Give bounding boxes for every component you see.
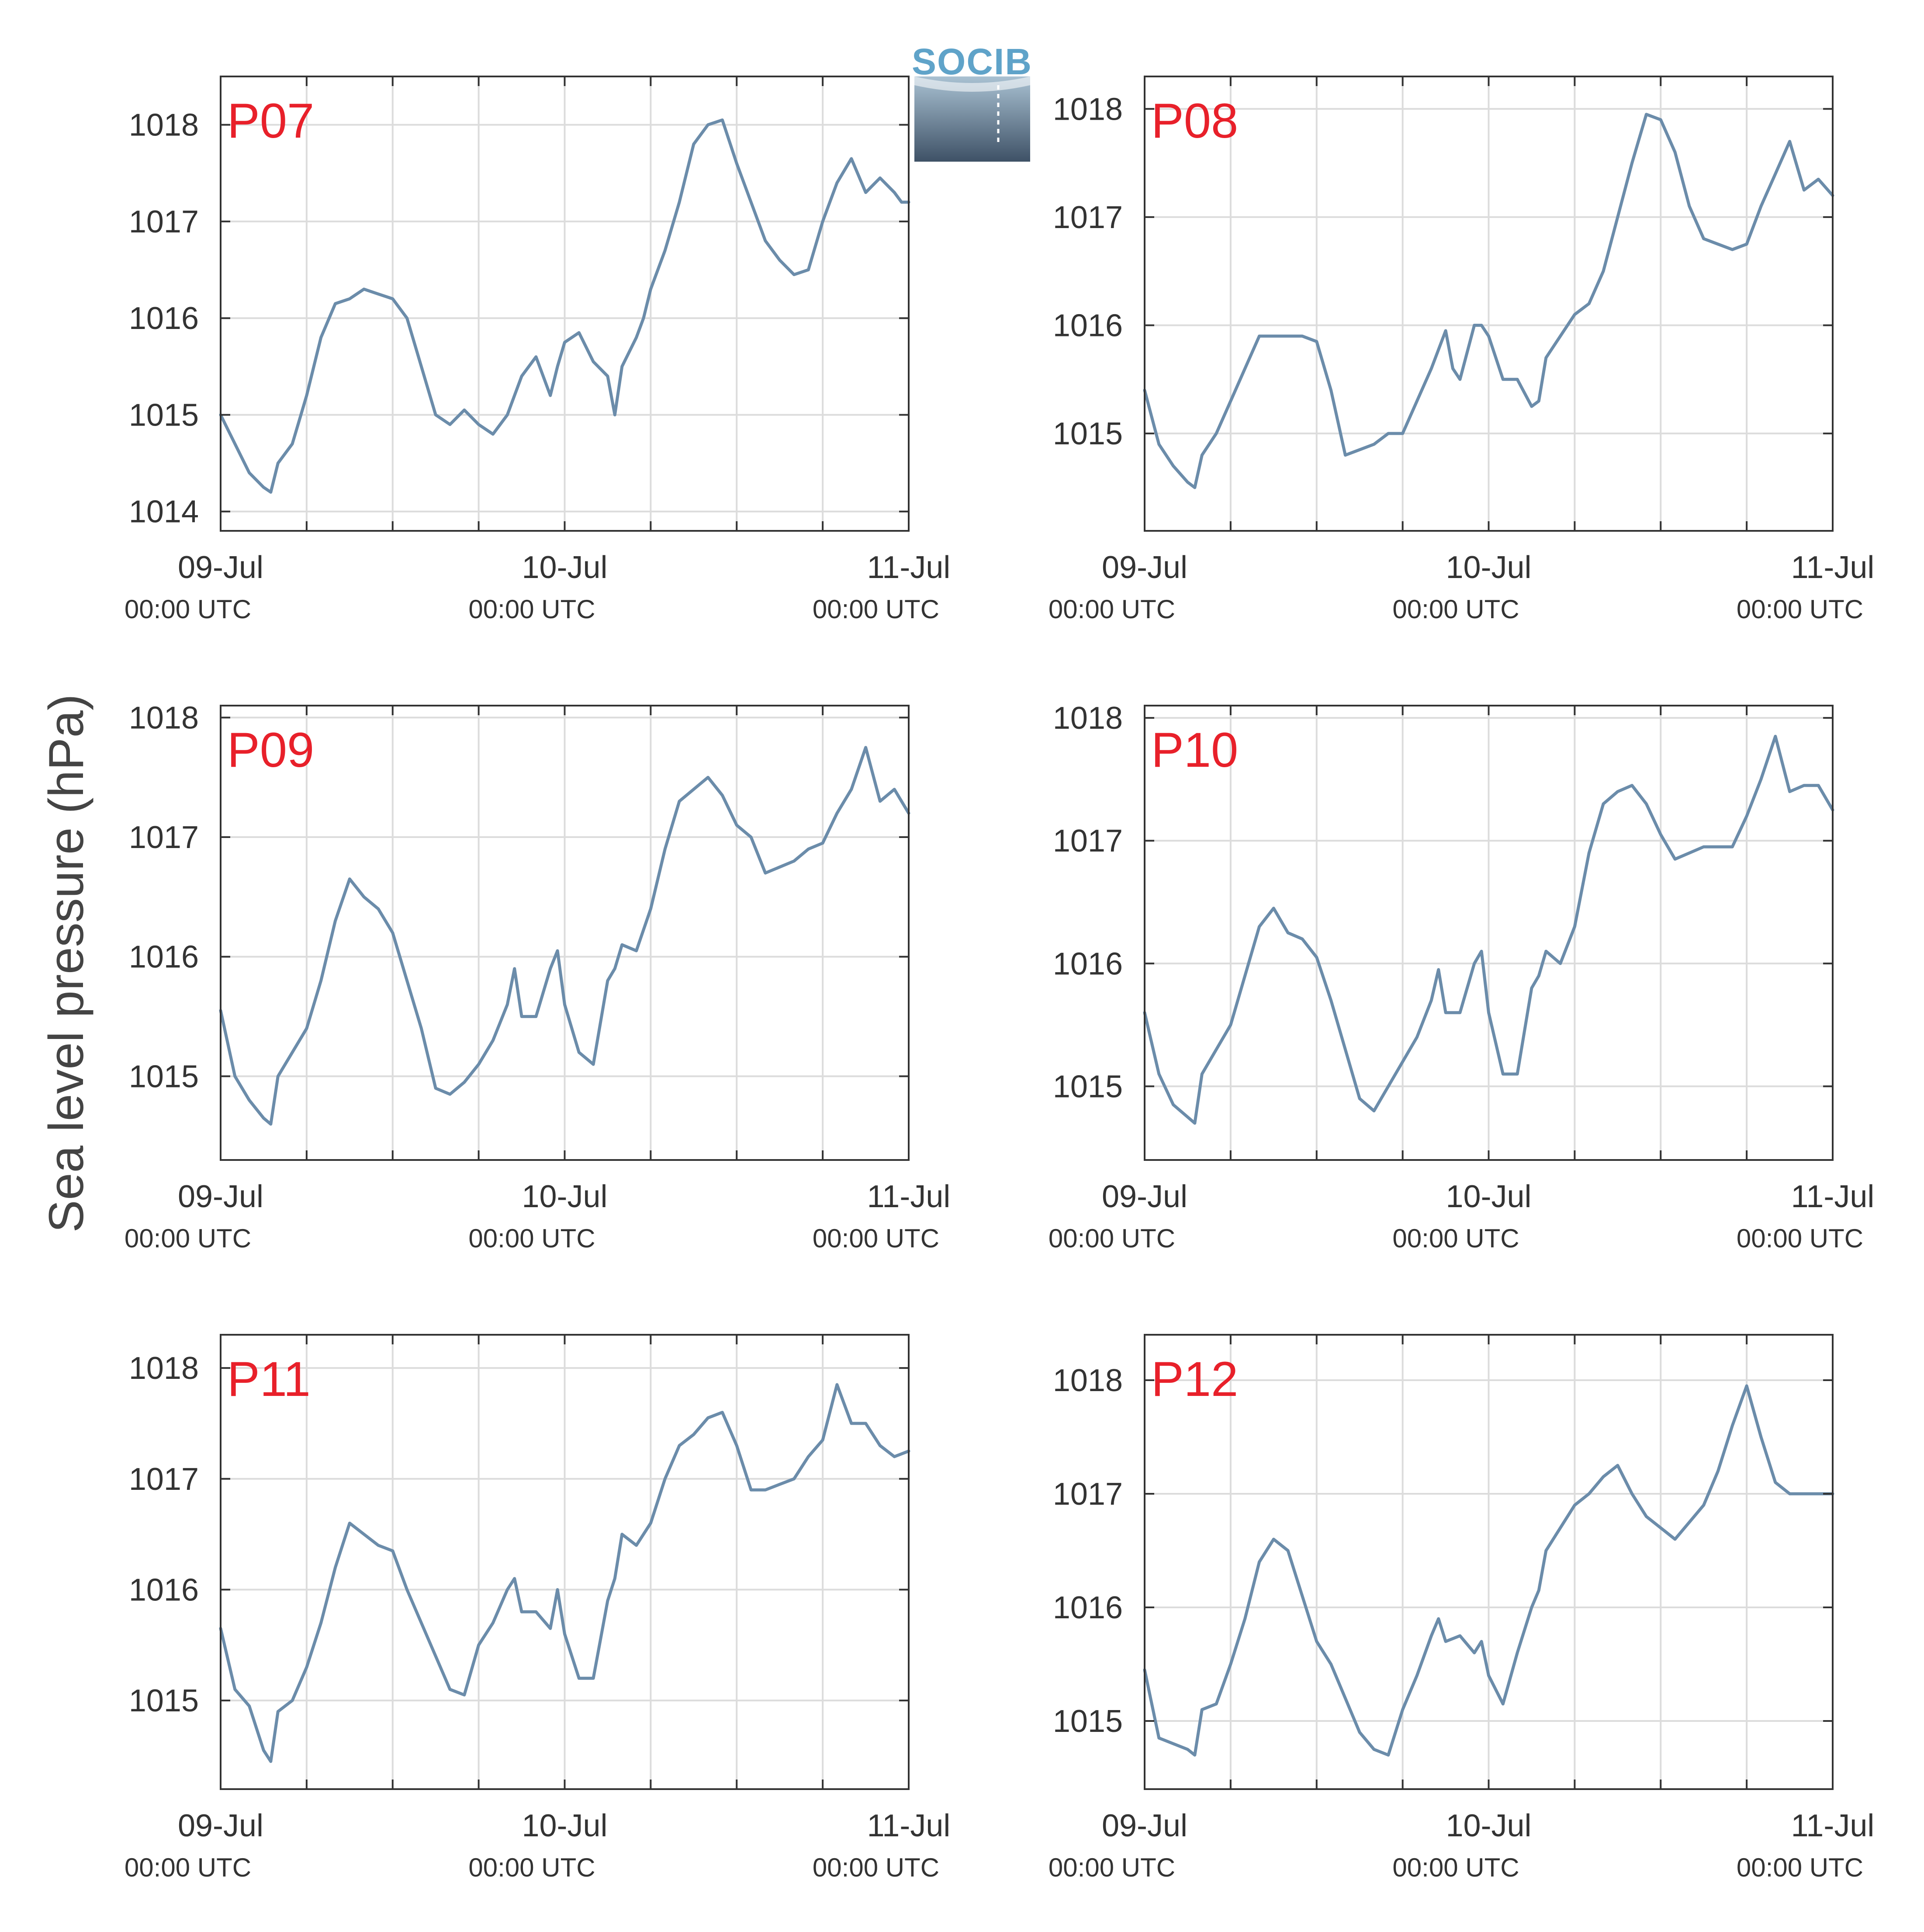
x-tick-label-time: 00:00 UTC (1737, 1224, 1863, 1253)
panel-label-p09: P09 (227, 723, 314, 777)
panel-p09: 1015 1016 1017 1018 09-Jul 00:00 UTC 10-Jul 00:… (125, 700, 950, 1253)
x-tick-label-date: 09-Jul (1102, 1179, 1187, 1214)
x-tick-label-time: 00:00 UTC (813, 1224, 939, 1253)
x-tick-label-date: 09-Jul (178, 1179, 263, 1214)
y-tick-label: 1017 (129, 820, 199, 855)
panel-label-p10: P10 (1151, 723, 1238, 777)
y-tick-label: 1017 (1053, 200, 1123, 235)
x-tick-label-date: 09-Jul (178, 550, 263, 585)
y-tick-label: 1016 (129, 301, 199, 336)
x-tick-label-time: 00:00 UTC (125, 1853, 251, 1882)
panels: 1014 1015 1016 1017 1018 09-Jul 00:00 UTC 10-Ju… (125, 76, 1874, 1882)
x-tick-label-time: 00:00 UTC (1392, 1224, 1519, 1253)
x-tick-label-time: 00:00 UTC (1049, 1853, 1175, 1882)
x-tick-label-date: 11-Jul (1791, 550, 1875, 585)
x-tick-label-time: 00:00 UTC (1392, 1853, 1519, 1882)
pressure-line-p11 (219, 1383, 910, 1763)
y-tick-label: 1015 (1053, 1069, 1123, 1104)
y-tick-label: 1018 (1053, 92, 1123, 127)
y-tick-label: 1016 (1053, 946, 1123, 981)
y-tick-label: 1015 (129, 1683, 199, 1718)
panel-label-p11: P11 (227, 1352, 311, 1406)
pressure-line-p12 (1143, 1384, 1834, 1757)
panel-p12: 1015 1016 1017 1018 09-Jul 00:00 UTC 10-Jul 00:… (1049, 1334, 1875, 1882)
y-tick-label: 1017 (1053, 1477, 1123, 1512)
x-tick-label-date: 11-Jul (867, 1808, 951, 1843)
x-tick-label-date: 10-Jul (1446, 550, 1531, 585)
x-tick-label-date: 09-Jul (1102, 1808, 1187, 1843)
x-tick-label-date: 09-Jul (1102, 550, 1187, 585)
x-tick-label-date: 11-Jul (867, 1179, 951, 1214)
pressure-line-p07 (219, 118, 910, 494)
x-tick-label-time: 00:00 UTC (125, 1224, 251, 1253)
y-tick-label: 1015 (129, 398, 199, 433)
y-tick-label: 1018 (1053, 701, 1123, 736)
y-tick-label: 1016 (1053, 308, 1123, 343)
y-tick-label: 1015 (1053, 416, 1123, 451)
pressure-line-p09 (219, 746, 910, 1126)
y-tick-label: 1015 (1053, 1704, 1123, 1739)
x-tick-label-time: 00:00 UTC (1737, 1853, 1863, 1882)
y-tick-label: 1017 (129, 204, 199, 239)
x-tick-label-time: 00:00 UTC (125, 595, 251, 624)
x-tick-label-date: 10-Jul (522, 550, 607, 585)
panel-label-p08: P08 (1151, 93, 1238, 148)
y-tick-label: 1017 (1053, 824, 1123, 859)
y-tick-label: 1015 (129, 1059, 199, 1094)
x-tick-label-time: 00:00 UTC (1737, 595, 1863, 624)
x-tick-label-time: 00:00 UTC (1049, 595, 1175, 624)
logo-text: SOCIB (912, 41, 1032, 82)
y-tick-label: 1018 (1053, 1363, 1123, 1398)
x-tick-label-time: 00:00 UTC (813, 595, 939, 624)
y-tick-label: 1016 (129, 1572, 199, 1607)
y-tick-label: 1017 (129, 1462, 199, 1497)
x-tick-label-time: 00:00 UTC (813, 1853, 939, 1882)
panel-label-p12: P12 (1151, 1352, 1238, 1406)
x-tick-label-date: 10-Jul (1446, 1179, 1531, 1214)
x-tick-label-date: 11-Jul (1791, 1808, 1875, 1843)
panel-p10: 1015 1016 1017 1018 09-Jul 00:00 UTC 10-Jul 00:… (1049, 701, 1874, 1253)
y-axis-label: Sea level pressure (hPa) (39, 694, 93, 1233)
y-tick-label: 1018 (129, 108, 199, 143)
y-tick-label: 1018 (129, 700, 199, 735)
y-tick-label: 1014 (129, 495, 199, 530)
panel-p07: 1014 1015 1016 1017 1018 09-Jul 00:00 UTC 10-Ju… (125, 76, 950, 624)
x-tick-label-time: 00:00 UTC (468, 1853, 595, 1882)
logo-wave (914, 76, 1030, 92)
y-tick-label: 1016 (129, 940, 199, 975)
x-tick-label-date: 11-Jul (867, 550, 951, 585)
y-tick-label: 1018 (129, 1351, 199, 1386)
socib-logo: SOCIB (912, 41, 1032, 162)
x-tick-label-date: 10-Jul (1446, 1808, 1531, 1843)
x-tick-label-date: 10-Jul (522, 1808, 607, 1843)
pressure-line-p10 (1143, 734, 1834, 1125)
pressure-line-p08 (1143, 113, 1834, 489)
panel-p11: 1015 1016 1017 1018 09-Jul 00:00 UTC 10-Jul 00:… (125, 1334, 951, 1882)
x-tick-label-date: 09-Jul (178, 1808, 263, 1843)
panel-p08: 1015 1016 1017 1018 09-Jul 00:00 UTC 10-Jul 00:… (1049, 76, 1874, 624)
x-tick-label-date: 11-Jul (1791, 1179, 1875, 1214)
x-tick-label-time: 00:00 UTC (468, 1224, 595, 1253)
x-tick-label-time: 00:00 UTC (468, 595, 595, 624)
x-tick-label-time: 00:00 UTC (1392, 595, 1519, 624)
panel-label-p07: P07 (227, 93, 314, 148)
y-tick-label: 1016 (1053, 1590, 1123, 1625)
x-tick-label-time: 00:00 UTC (1049, 1224, 1175, 1253)
x-tick-label-date: 10-Jul (522, 1179, 607, 1214)
